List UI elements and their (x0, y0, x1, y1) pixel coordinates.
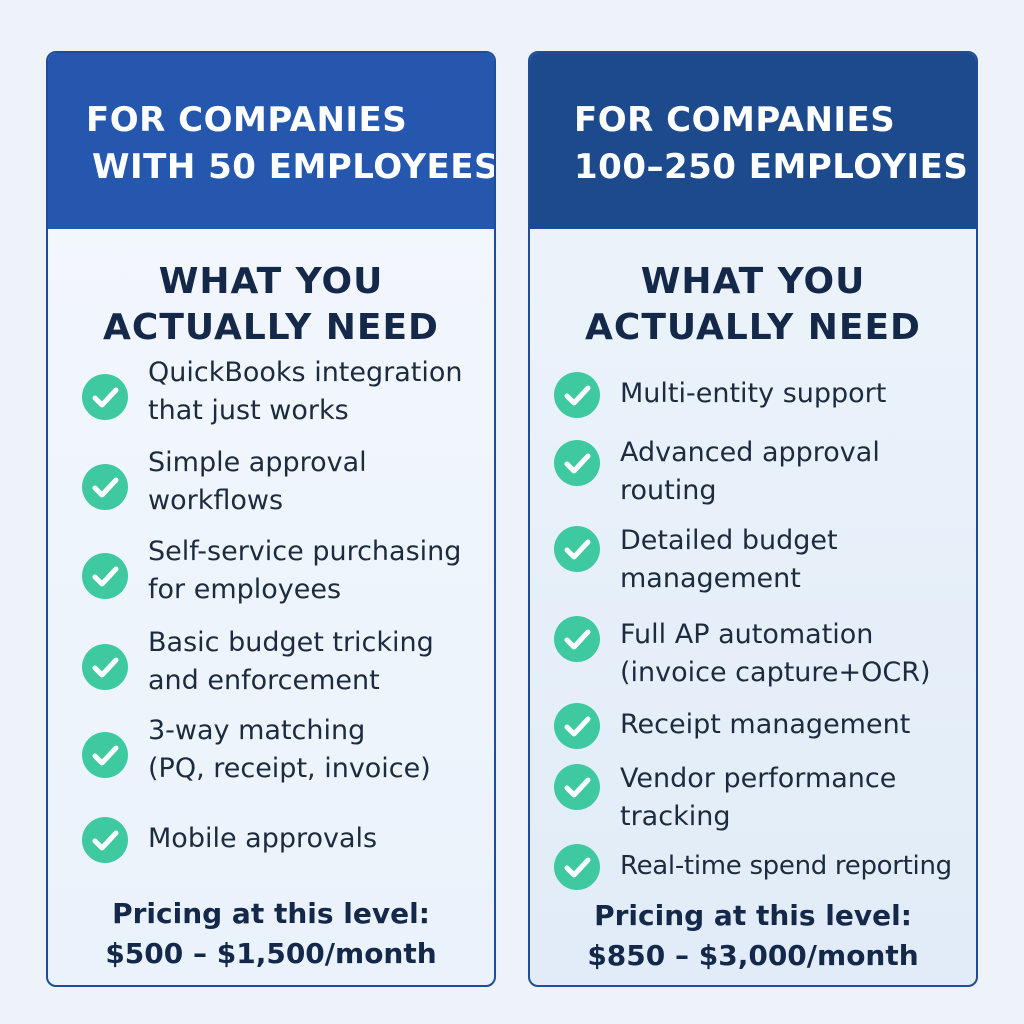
list-item: 3-way matching (PQ, receipt, invoice) (82, 715, 484, 788)
header-line: WITH 50 EMPLOYEES (92, 147, 496, 187)
check-circle-icon (82, 374, 128, 420)
list-item: Full AP automation (invoice capture+OCR) (554, 616, 966, 692)
needs-title-line: WHAT YOU (158, 261, 384, 302)
header-line: FOR COMPANIES (574, 100, 896, 140)
pricing-card-medium: FOR COMPANIES 100–250 EMPLOYIES WHAT YOU… (528, 51, 978, 987)
feature-text: Mobile approvals (148, 823, 378, 854)
list-item: Vendor performance tracking (554, 763, 966, 836)
check-circle-icon (82, 732, 128, 778)
pricing-label: Pricing at this level: (112, 897, 430, 930)
check-circle-icon (554, 526, 600, 572)
needs-title-line: WHAT YOU (640, 261, 866, 302)
list-item: Receipt management (554, 703, 966, 749)
check-circle-icon (82, 817, 128, 863)
pricing-value: $500 – $1,500/month (105, 937, 437, 970)
list-item: Multi-entity support (554, 372, 966, 418)
list-item: Simple approval workflows (82, 447, 484, 520)
check-circle-icon (554, 764, 600, 810)
feature-text: Multi-entity support (620, 378, 887, 409)
card-header: FOR COMPANIES 100–250 EMPLOYIES (530, 53, 976, 229)
needs-title-line: ACTUALLY NEED (103, 307, 439, 348)
list-item: Basic budget tricking and enforcement (82, 627, 484, 700)
needs-title: WHAT YOU ACTUALLY NEED (530, 259, 976, 351)
pricing-value: $850 – $3,000/month (587, 939, 919, 972)
check-circle-icon (554, 844, 600, 890)
feature-text: Detailed budget management (620, 525, 838, 594)
list-item: Advanced approval routing (554, 437, 966, 510)
list-item: Mobile approvals (82, 817, 484, 863)
feature-text: QuickBooks integration that just works (148, 357, 463, 426)
check-circle-icon (82, 464, 128, 510)
check-circle-icon (554, 616, 600, 662)
list-item: Real-time spend reporting (554, 844, 976, 890)
feature-text: Receipt management (620, 709, 911, 740)
feature-text: 3-way matching (PQ, receipt, invoice) (148, 715, 431, 784)
header-line: 100–250 EMPLOYIES (574, 147, 969, 187)
check-circle-icon (82, 553, 128, 599)
pricing-card-small: FOR COMPANIES WITH 50 EMPLOYEES WHAT YOU… (46, 51, 496, 987)
check-circle-icon (554, 440, 600, 486)
feature-text: Vendor performance tracking (620, 763, 897, 832)
list-item: QuickBooks integration that just works (82, 357, 484, 430)
feature-text: Full AP automation (invoice capture+OCR) (620, 619, 931, 688)
pricing-block: Pricing at this level: $500 – $1,500/mon… (48, 894, 494, 974)
feature-text: Advanced approval routing (620, 437, 880, 506)
check-circle-icon (82, 644, 128, 690)
needs-title-line: ACTUALLY NEED (585, 307, 921, 348)
feature-text: Self-service purchasing for employees (148, 536, 462, 605)
check-circle-icon (554, 372, 600, 418)
pricing-block: Pricing at this level: $850 – $3,000/mon… (530, 896, 976, 976)
list-item: Self-service purchasing for employees (82, 536, 484, 609)
needs-title: WHAT YOU ACTUALLY NEED (48, 259, 494, 351)
feature-text: Basic budget tricking and enforcement (148, 627, 434, 696)
feature-text: Simple approval workflows (148, 447, 367, 516)
list-item: Detailed budget management (554, 525, 966, 598)
pricing-label: Pricing at this level: (594, 899, 912, 932)
feature-text: Real-time spend reporting (620, 851, 952, 881)
check-circle-icon (554, 703, 600, 749)
header-line: FOR COMPANIES (86, 100, 408, 140)
card-header: FOR COMPANIES WITH 50 EMPLOYEES (48, 53, 494, 229)
